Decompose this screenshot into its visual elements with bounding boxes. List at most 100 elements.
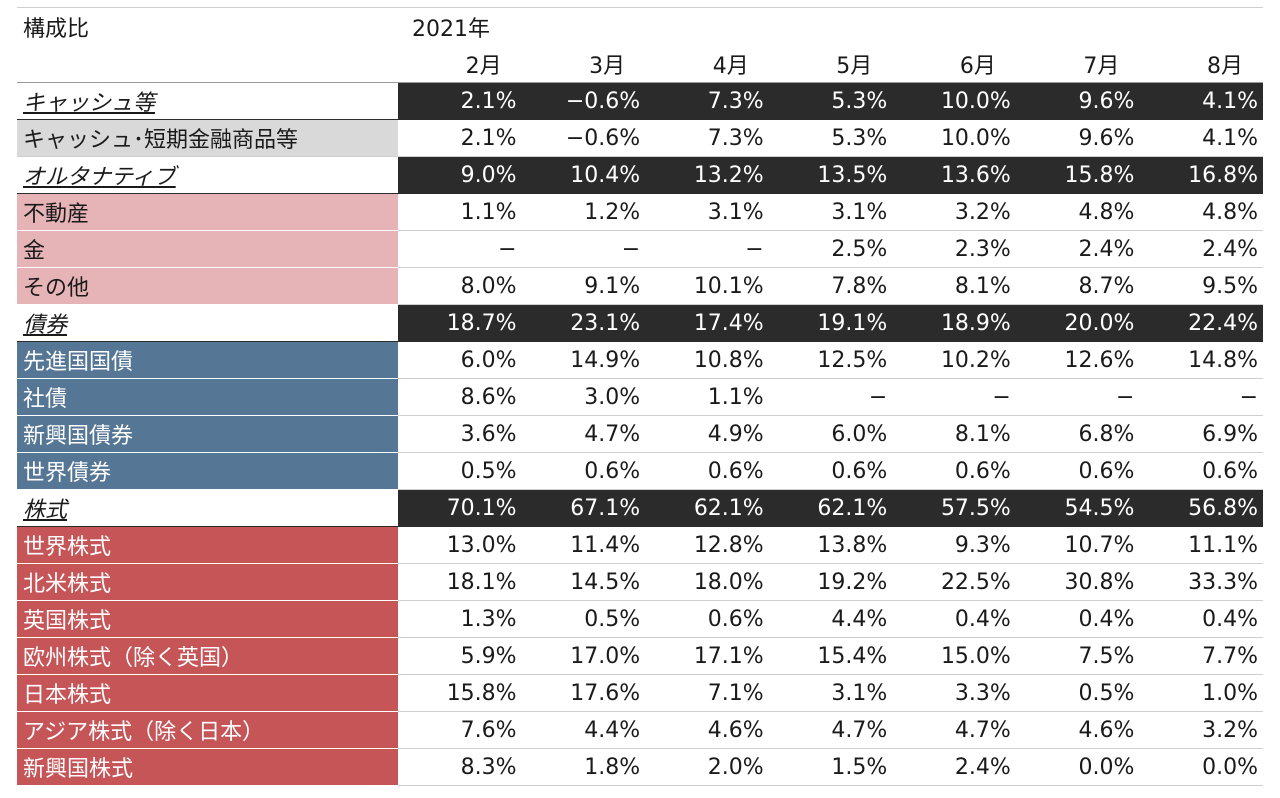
value-cell: 7.3% <box>645 82 769 120</box>
value-cell: 1.1% <box>645 378 769 416</box>
value-cell: 3.0% <box>521 378 646 416</box>
value-cell: 9.6% <box>1015 119 1140 157</box>
value-cell: 0.5% <box>521 600 646 638</box>
value-cell: 7.8% <box>768 267 893 305</box>
value-cell: 3.3% <box>892 674 1016 712</box>
month-header: 5月 <box>768 45 893 83</box>
value-cell: 1.0% <box>1139 674 1263 712</box>
row-label: アジア株式（除く日本） <box>17 711 399 749</box>
value-cell: 11.4% <box>521 526 646 564</box>
value-cell: 10.4% <box>521 156 646 194</box>
value-cell: − <box>398 230 522 268</box>
value-cell: 2.3% <box>892 230 1016 268</box>
value-cell: 30.8% <box>1015 563 1140 601</box>
value-cell: 1.8% <box>521 748 646 786</box>
month-header: 2月 <box>398 45 522 83</box>
value-cell: 0.5% <box>398 452 522 490</box>
category-label: 株式 <box>17 489 399 527</box>
table-row: 英国株式 1.3% 0.5% 0.6% 4.4% 0.4% 0.4% 0.4% <box>17 600 1263 638</box>
value-cell: 8.1% <box>892 415 1016 453</box>
value-cell: 13.0% <box>398 526 522 564</box>
value-cell: − <box>768 378 893 416</box>
value-cell: 3.1% <box>645 193 769 231</box>
value-cell: 12.8% <box>645 526 769 564</box>
value-cell: 9.3% <box>892 526 1016 564</box>
table-title: 構成比 <box>17 7 399 45</box>
category-label: オルタナティブ <box>17 156 399 194</box>
value-cell: 19.1% <box>768 304 893 342</box>
row-label: 世界株式 <box>17 526 399 564</box>
value-cell: − <box>892 378 1016 416</box>
value-cell: 12.5% <box>768 341 893 379</box>
value-cell: 14.8% <box>1139 341 1263 379</box>
row-label: 先進国国債 <box>17 341 399 379</box>
row-label: 社債 <box>17 378 399 416</box>
value-cell: 2.4% <box>1015 230 1140 268</box>
table-row: 先進国国債 6.0% 14.9% 10.8% 12.5% 10.2% 12.6% 14.8% <box>17 341 1263 379</box>
value-cell: 17.0% <box>521 637 646 675</box>
category-label: キャッシュ等 <box>17 82 399 120</box>
value-cell: 2.1% <box>398 82 522 120</box>
row-label: キャッシュ･短期金融商品等 <box>17 119 399 157</box>
value-cell: 8.1% <box>892 267 1016 305</box>
value-cell: 13.6% <box>892 156 1016 194</box>
value-cell: 0.0% <box>1015 748 1140 786</box>
value-cell: 18.9% <box>892 304 1016 342</box>
value-cell: − <box>1015 378 1140 416</box>
value-cell: 3.2% <box>1139 711 1263 749</box>
row-label: 新興国債券 <box>17 415 399 453</box>
value-cell: 13.2% <box>645 156 769 194</box>
value-cell: 6.0% <box>398 341 522 379</box>
value-cell: 20.0% <box>1015 304 1140 342</box>
value-cell: 18.1% <box>398 563 522 601</box>
value-cell: 18.0% <box>645 563 769 601</box>
value-cell: 57.5% <box>892 489 1016 527</box>
value-cell: 1.2% <box>521 193 646 231</box>
value-cell: 4.9% <box>645 415 769 453</box>
value-cell: 1.5% <box>768 748 893 786</box>
value-cell: 33.3% <box>1139 563 1263 601</box>
value-cell: 11.1% <box>1139 526 1263 564</box>
category-label: 債券 <box>17 304 399 342</box>
value-cell: 4.7% <box>521 415 646 453</box>
value-cell: 0.6% <box>892 452 1016 490</box>
value-cell: 19.2% <box>768 563 893 601</box>
table-row: 社債 8.6% 3.0% 1.1% − − − − <box>17 378 1263 416</box>
value-cell: 2.4% <box>892 748 1016 786</box>
month-header: 7月 <box>1015 45 1140 83</box>
composition-table: 構成比 2021年 2月 3月 4月 5月 6月 7月 8月 キャッシュ等 2.1… <box>17 7 1263 786</box>
value-cell: 8.6% <box>398 378 522 416</box>
value-cell: 4.6% <box>1015 711 1140 749</box>
value-cell: 9.5% <box>1139 267 1263 305</box>
value-cell: 15.4% <box>768 637 893 675</box>
table-row: 北米株式 18.1% 14.5% 18.0% 19.2% 22.5% 30.8% 33.3% <box>17 563 1263 601</box>
value-cell: 7.3% <box>645 119 769 157</box>
value-cell: 7.5% <box>1015 637 1140 675</box>
value-cell: 2.4% <box>1139 230 1263 268</box>
value-cell: 17.4% <box>645 304 769 342</box>
value-cell: 4.4% <box>768 600 893 638</box>
value-cell: 4.6% <box>645 711 769 749</box>
value-cell: 15.0% <box>892 637 1016 675</box>
value-cell: 54.5% <box>1015 489 1140 527</box>
value-cell: 8.0% <box>398 267 522 305</box>
value-cell: 0.4% <box>892 600 1016 638</box>
value-cell: 8.3% <box>398 748 522 786</box>
value-cell: 3.2% <box>892 193 1016 231</box>
value-cell: −0.6% <box>521 119 646 157</box>
value-cell: 4.4% <box>521 711 646 749</box>
row-label: 北米株式 <box>17 563 399 601</box>
row-label: 金 <box>17 230 399 268</box>
table-row: 世界債券 0.5% 0.6% 0.6% 0.6% 0.6% 0.6% 0.6% <box>17 452 1263 490</box>
value-cell: 23.1% <box>521 304 646 342</box>
value-cell: 56.8% <box>1139 489 1263 527</box>
table-row: 欧州株式（除く英国） 5.9% 17.0% 17.1% 15.4% 15.0% 7.5% 7.… <box>17 637 1263 675</box>
month-header: 8月 <box>1139 45 1263 83</box>
row-label: 欧州株式（除く英国） <box>17 637 399 675</box>
value-cell: 15.8% <box>1015 156 1140 194</box>
table-row: 不動産 1.1% 1.2% 3.1% 3.1% 3.2% 4.8% 4.8% <box>17 193 1263 231</box>
value-cell: 0.6% <box>521 452 646 490</box>
value-cell: 0.6% <box>1015 452 1140 490</box>
row-label: その他 <box>17 267 399 305</box>
value-cell: 4.1% <box>1139 119 1263 157</box>
